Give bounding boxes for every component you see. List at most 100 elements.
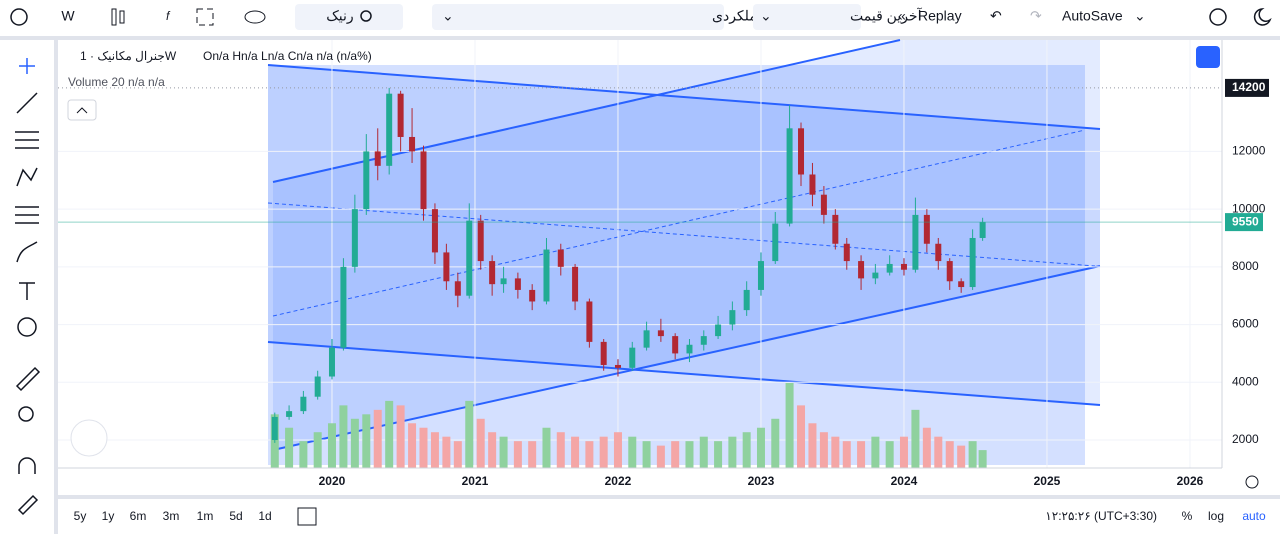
zoom-tool[interactable] [18,406,34,422]
candle-body [672,336,679,354]
candle-body [798,128,805,175]
emoji-tool[interactable] [17,317,37,337]
date-range-icon[interactable] [297,507,317,526]
range-button[interactable]: 1m [197,509,214,523]
auto-toggle[interactable]: auto [1242,509,1266,523]
channel-midline [272,129,1086,317]
fx-icon[interactable]: f [166,9,171,23]
fib-tool[interactable] [15,131,39,149]
undo[interactable]: ↶ [990,8,1002,24]
range-button[interactable]: 6m [130,509,147,523]
replay[interactable]: Replay [918,8,962,24]
volume-bar [442,436,451,468]
volume-bar [978,450,987,468]
candle-body [958,281,965,288]
chevron [76,107,88,114]
range-button[interactable]: 3m [163,509,180,523]
percent-toggle[interactable]: % [1182,509,1193,523]
volume-bar [339,405,348,468]
candle-body [477,220,484,262]
interval[interactable]: W [61,8,75,24]
legend-title: جنرال مکانیک · 1W [80,49,177,63]
pattern-tool[interactable] [16,167,38,187]
source-dropdown[interactable] [753,4,861,30]
candle-body [586,301,593,342]
forecast-tool[interactable] [15,206,39,224]
symbol-search[interactable] [295,4,403,30]
search-icon [360,10,372,22]
range-button[interactable]: 5d [229,509,242,523]
volume-bar [922,427,931,468]
volume-bar [756,427,765,468]
volume-bar [453,441,462,468]
x-tick-label: 2026 [1177,474,1204,488]
volume-legend: Volume 20 n/a n/a [68,75,165,89]
candle-body [700,336,707,345]
hide-icon[interactable] [244,10,266,24]
volume-bar [350,418,359,468]
y-tick-label: 10000 [1232,201,1266,215]
ruler-tool[interactable] [15,366,41,392]
y-tick-label: 6000 [1232,317,1259,331]
brush-tool[interactable] [16,241,38,263]
bottom-bar [58,499,1280,534]
volume-bar [685,441,694,468]
volume-bar [585,441,594,468]
layout-icon[interactable] [196,8,214,26]
replay-icon[interactable]: « [898,8,906,24]
dropdown-arrow: ⌄ [760,8,772,24]
candle-body [886,263,893,273]
y-tick-label: 4000 [1232,374,1259,388]
volume-bar [528,441,537,468]
settings-icon[interactable] [1209,8,1227,26]
axis-settings[interactable] [1245,475,1259,489]
channel-midline [267,202,1096,267]
x-tick-label: 2020 [319,474,346,488]
candle-body [923,214,930,244]
fullscreen-button[interactable] [1196,46,1220,68]
add-icon[interactable] [10,8,28,26]
dropdown-arrow: ⌄ [442,8,454,24]
style-dropdown[interactable] [432,4,724,30]
candle-body [286,411,293,417]
candle-body [900,263,907,270]
candle-body [489,261,496,285]
volume-bar [899,436,908,468]
channel-fill [268,65,1100,405]
magnet-tool[interactable] [18,457,36,474]
candle-body [858,261,865,279]
volume-bar [885,441,894,468]
lock-tool[interactable] [17,494,39,516]
autosave[interactable]: AutoSave [1062,8,1123,24]
x-tick-label: 2025 [1034,474,1061,488]
crosshair-tool[interactable] [19,58,35,74]
dropdown-arrow[interactable]: ⌄ [1134,8,1146,24]
candle-body [454,281,461,296]
log-toggle[interactable]: log [1208,509,1224,523]
candle-body [397,93,404,137]
volume-bar [327,423,336,468]
candle-icon[interactable] [111,8,117,26]
volume-bar [671,441,680,468]
candle-body [809,174,816,195]
volume-bar [488,432,497,468]
candle-body [351,209,358,267]
volume-bar [613,432,622,468]
range-button[interactable]: 1d [258,509,271,523]
collapse-button[interactable] [67,99,97,121]
candle-body [529,289,536,302]
candle-body [786,128,793,224]
channel-line [267,64,1101,130]
theme-icon[interactable] [1253,8,1272,26]
redo[interactable]: ↷ [1030,8,1042,24]
candle-body [757,261,764,290]
candle-body [772,223,779,262]
high-tag-label: 14200 [1232,80,1266,94]
trendline-tool[interactable] [16,92,38,114]
candle-icon[interactable] [119,10,125,24]
text-tool[interactable] [19,282,35,300]
range-button[interactable]: 1y [102,509,115,523]
range-button[interactable]: 5y [74,509,87,523]
candle-body [715,324,722,337]
volume-bar [831,436,840,468]
